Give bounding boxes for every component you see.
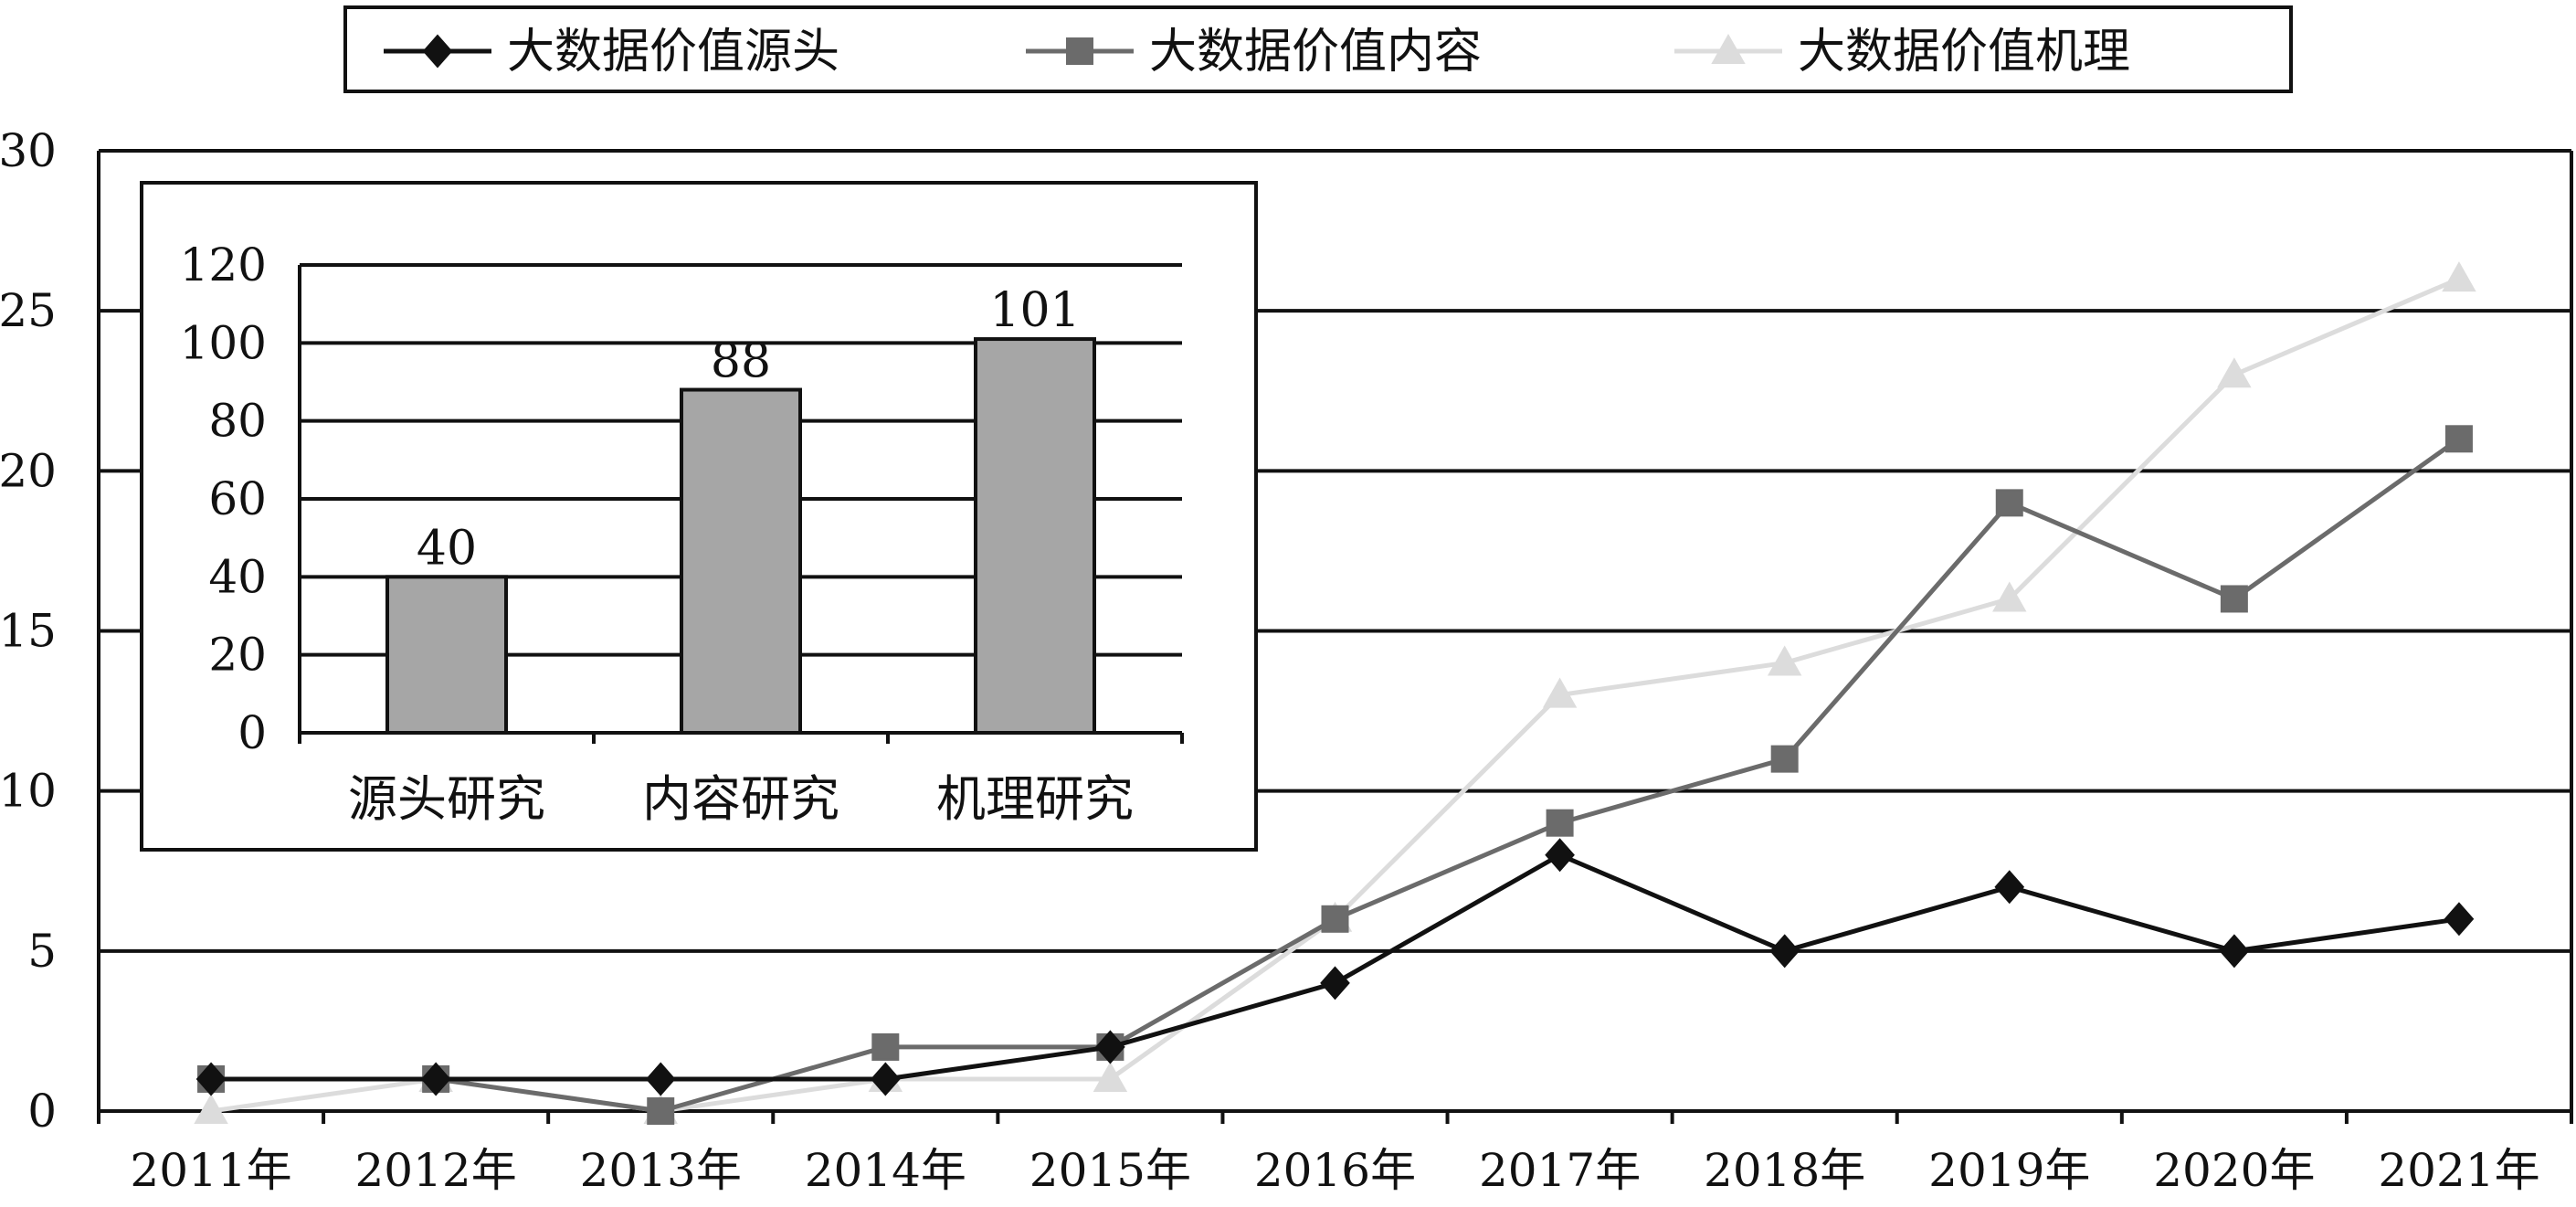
legend-box xyxy=(343,5,2293,93)
series-1-point xyxy=(2444,902,2475,937)
main-x-tick-label: 2011年 xyxy=(130,1144,291,1197)
series-1-point xyxy=(1320,966,1350,1001)
inset-y-tick-label: 80 xyxy=(208,395,267,448)
inset-y-tick-label: 100 xyxy=(180,316,267,369)
series-1-point xyxy=(1994,870,2025,905)
series-2-point xyxy=(1770,745,1799,773)
main-y-tick-label: 20 xyxy=(0,444,57,497)
series-3-point xyxy=(1093,1061,1128,1092)
main-x-tick-label: 2019年 xyxy=(1928,1144,2090,1197)
legend-marker xyxy=(422,34,453,69)
series-2-point xyxy=(1321,905,1349,933)
main-y-tick-label: 10 xyxy=(0,765,57,818)
main-x-tick-label: 2020年 xyxy=(2153,1144,2315,1197)
legend-label: 大数据价值内容 xyxy=(1149,25,1482,79)
main-y-tick-label: 15 xyxy=(0,605,57,658)
series-1-point xyxy=(870,1062,901,1096)
inset-bar-value-label: 88 xyxy=(711,334,771,389)
series-2-point xyxy=(2220,585,2248,613)
main-x-tick-label: 2016年 xyxy=(1254,1144,1416,1197)
series-1-point xyxy=(1095,1030,1125,1064)
series-2-point xyxy=(871,1032,900,1061)
inset-y-tick-label: 20 xyxy=(208,629,267,682)
series-2-point xyxy=(647,1097,675,1125)
inset-x-tick-label: 机理研究 xyxy=(936,770,1134,828)
series-3-point xyxy=(1542,677,1578,708)
legend-label: 大数据价值源头 xyxy=(507,25,839,79)
legend-marker xyxy=(1711,33,1746,64)
series-2-point xyxy=(1546,809,1574,837)
inset-y-tick-labels: 0 20 40 60 80 100 120 xyxy=(180,238,267,759)
series-3-point xyxy=(2442,261,2476,292)
main-x-tick-label: 2012年 xyxy=(355,1144,517,1197)
inset-bar xyxy=(974,337,1096,735)
series-3-point xyxy=(1992,581,2027,612)
main-x-tick-label: 2021年 xyxy=(2378,1144,2539,1197)
inset-bar xyxy=(385,575,508,735)
main-y-tick-label: 5 xyxy=(27,925,57,978)
series-3-point xyxy=(194,1093,228,1124)
inset-bar xyxy=(680,387,802,735)
inset-y-tick-label: 0 xyxy=(238,706,267,759)
inset-bar-chart: 0 20 40 60 80 100 120 40 88 101 源头研究 内容研究 机理研究 xyxy=(140,181,1258,852)
legend: 大数据价值源头 大数据价值内容 大数据价值机理 xyxy=(343,5,2293,93)
main-y-tick-label: 25 xyxy=(0,284,57,337)
series-1-point xyxy=(195,1062,227,1096)
inset-x-tick-label: 源头研究 xyxy=(348,770,545,828)
series-3-point xyxy=(2217,357,2252,388)
main-y-tick-labels: 0 5 10 15 20 25 30 xyxy=(0,124,57,1138)
series-1-point xyxy=(420,1062,451,1096)
main-x-tick-labels: 2011年 2012年 2013年 2014年 2015年 2016年 2017年 2018年… xyxy=(130,1144,2539,1197)
main-y-tick-label: 0 xyxy=(27,1085,57,1138)
main-x-tick-label: 2017年 xyxy=(1479,1144,1641,1197)
main-x-tick-label: 2014年 xyxy=(805,1144,966,1197)
inset-y-tick-label: 60 xyxy=(208,472,267,525)
main-y-tick-label: 30 xyxy=(0,124,57,177)
series-2-point xyxy=(1995,489,2023,517)
inset-y-tick-label: 120 xyxy=(180,238,267,291)
legend-items: 大数据价值源头 大数据价值内容 大数据价值机理 xyxy=(384,25,2130,79)
series-2-point xyxy=(2444,425,2473,453)
main-x-tick-label: 2018年 xyxy=(1704,1144,1865,1197)
legend-marker xyxy=(1066,37,1093,65)
series-1-point xyxy=(645,1062,676,1096)
main-x-tick-label: 2015年 xyxy=(1029,1144,1191,1197)
legend-label: 大数据价值机理 xyxy=(1798,25,2130,79)
series-3-point xyxy=(1767,645,1802,676)
series-1-point xyxy=(1769,934,1800,969)
inset-x-tick-labels: 源头研究 内容研究 机理研究 xyxy=(348,770,1134,828)
inset-bar-value-label: 101 xyxy=(989,283,1080,338)
inset-x-tick-label: 内容研究 xyxy=(642,770,839,828)
inset-bar-value-label: 40 xyxy=(417,521,477,576)
inset-y-tick-label: 40 xyxy=(208,550,267,603)
series-1-point xyxy=(1545,838,1575,873)
inset-bars: 40 88 101 xyxy=(385,283,1096,735)
main-series xyxy=(194,261,2476,1125)
main-x-tick-label: 2013年 xyxy=(580,1144,742,1197)
series-1-point xyxy=(2219,934,2250,969)
